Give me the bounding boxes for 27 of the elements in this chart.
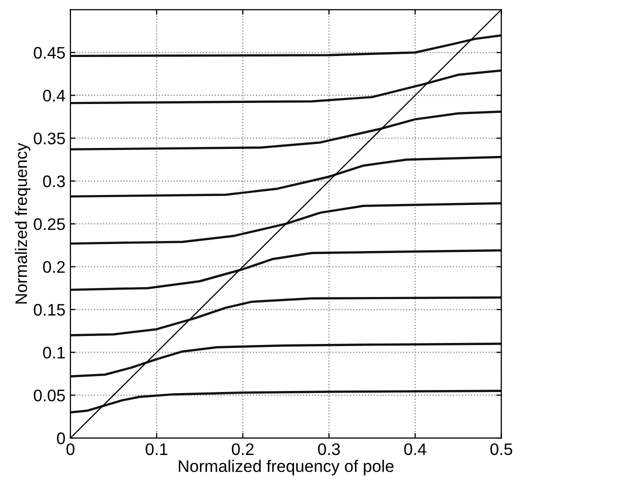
y-axis-title: Normalized frequency	[14, 142, 30, 304]
y-tick-label: 0.4	[43, 90, 66, 102]
x-tick-label: 0	[66, 443, 74, 456]
y-tick-label: 0.05	[34, 390, 65, 402]
line-series	[70, 202, 502, 245]
x-tick-label: 0.5	[490, 443, 512, 456]
y-tick-label: 0.25	[34, 218, 65, 230]
y-tick-label: 0	[56, 432, 65, 444]
line-series	[70, 390, 502, 414]
x-tick-label: 0.2	[232, 443, 254, 456]
y-tick-label: 0.15	[34, 304, 65, 316]
y-tick-label: 0.2	[43, 261, 65, 273]
y-tick-label: 0.1	[43, 346, 65, 359]
line-series	[70, 296, 502, 336]
line-series	[70, 110, 502, 150]
y-tick-label: 0.3	[43, 175, 65, 188]
y-tick-label: 0.45	[34, 46, 65, 59]
x-tick-label: 0.4	[404, 443, 426, 456]
x-tick-label: 0.1	[146, 443, 168, 456]
line-series	[70, 69, 502, 104]
line-series	[70, 34, 502, 58]
y-tick-label: 0.35	[34, 132, 65, 144]
x-tick-label: 0.3	[318, 443, 340, 456]
line-series	[70, 156, 502, 198]
x-axis-title: Normalized frequency of pole	[178, 460, 394, 476]
line-series	[70, 342, 502, 378]
line-series	[70, 249, 502, 291]
